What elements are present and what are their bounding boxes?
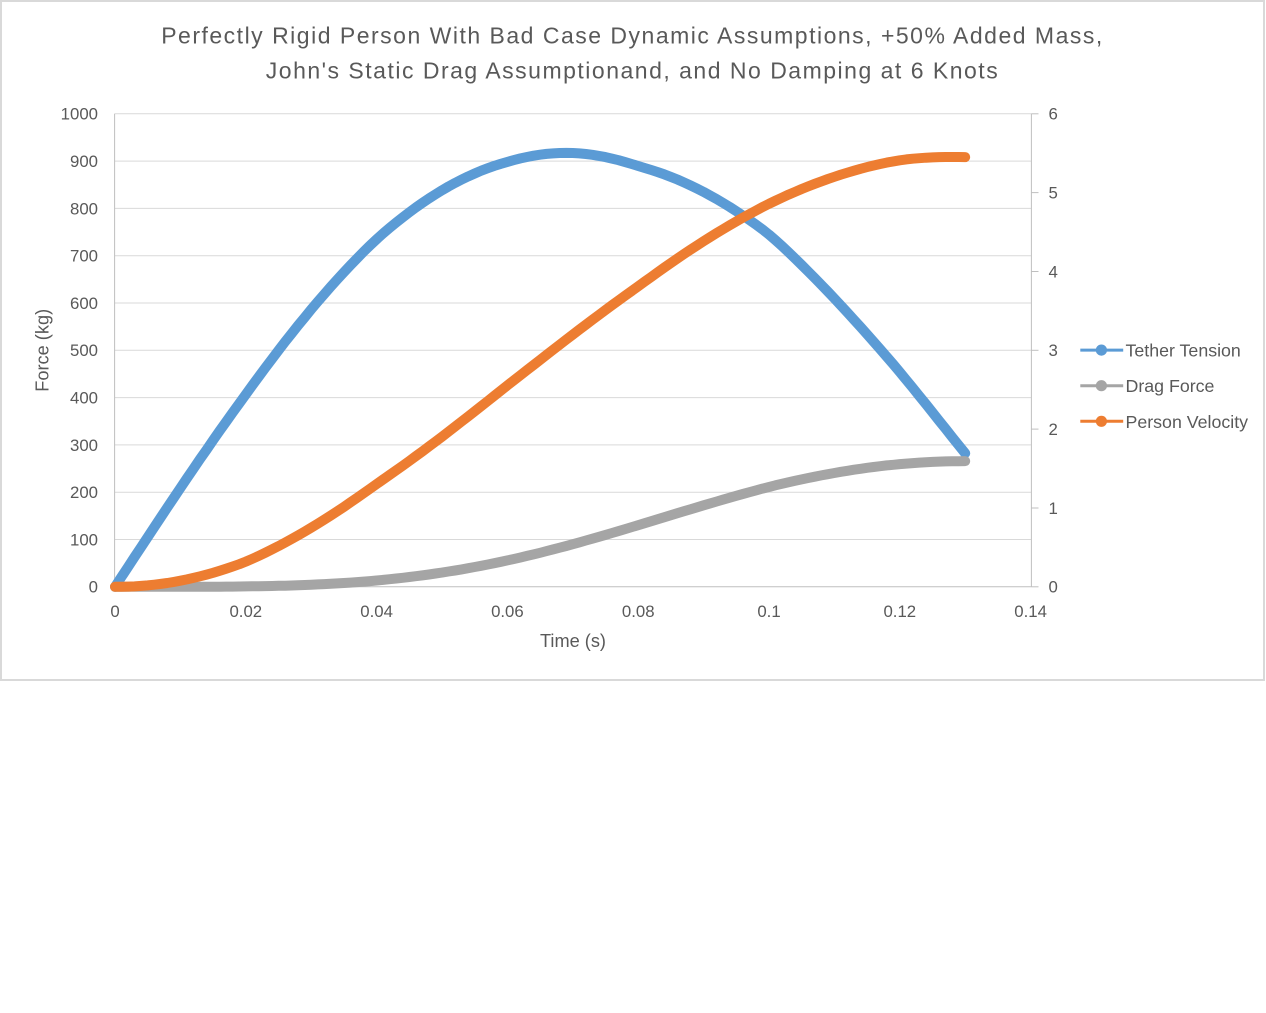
svg-text:0: 0: [89, 578, 98, 597]
svg-text:300: 300: [70, 436, 98, 455]
svg-text:1000: 1000: [61, 105, 98, 124]
svg-text:0.08: 0.08: [622, 602, 655, 621]
svg-text:600: 600: [70, 294, 98, 313]
svg-text:6: 6: [1049, 105, 1058, 124]
svg-text:John's Static Drag Assumptiona: John's Static Drag Assumptionand, and No…: [266, 57, 999, 83]
svg-text:Time (s): Time (s): [540, 631, 606, 651]
svg-text:200: 200: [70, 483, 98, 502]
svg-text:0.12: 0.12: [883, 602, 916, 621]
svg-text:500: 500: [70, 341, 98, 360]
svg-text:Force (kg): Force (kg): [33, 309, 53, 392]
svg-text:0.04: 0.04: [360, 602, 393, 621]
svg-text:700: 700: [70, 247, 98, 266]
svg-text:3: 3: [1049, 341, 1058, 360]
svg-text:Tether Tension: Tether Tension: [1126, 341, 1241, 361]
svg-text:100: 100: [70, 530, 98, 549]
svg-text:0.02: 0.02: [229, 602, 262, 621]
svg-text:0: 0: [1049, 578, 1058, 597]
svg-text:0: 0: [110, 602, 119, 621]
svg-text:Person Velocity: Person Velocity: [1126, 412, 1249, 432]
svg-text:900: 900: [70, 152, 98, 171]
svg-text:0.06: 0.06: [491, 602, 524, 621]
svg-text:4: 4: [1049, 262, 1058, 281]
svg-text:0.14: 0.14: [1014, 602, 1047, 621]
svg-text:5: 5: [1049, 184, 1058, 203]
svg-text:Perfectly Rigid Person With Ba: Perfectly Rigid Person With Bad Case Dyn…: [161, 22, 1104, 48]
svg-text:400: 400: [70, 389, 98, 408]
svg-text:0.1: 0.1: [757, 602, 780, 621]
svg-text:1: 1: [1049, 499, 1058, 518]
svg-text:800: 800: [70, 199, 98, 218]
svg-text:2: 2: [1049, 420, 1058, 439]
svg-text:Drag Force: Drag Force: [1126, 376, 1215, 396]
